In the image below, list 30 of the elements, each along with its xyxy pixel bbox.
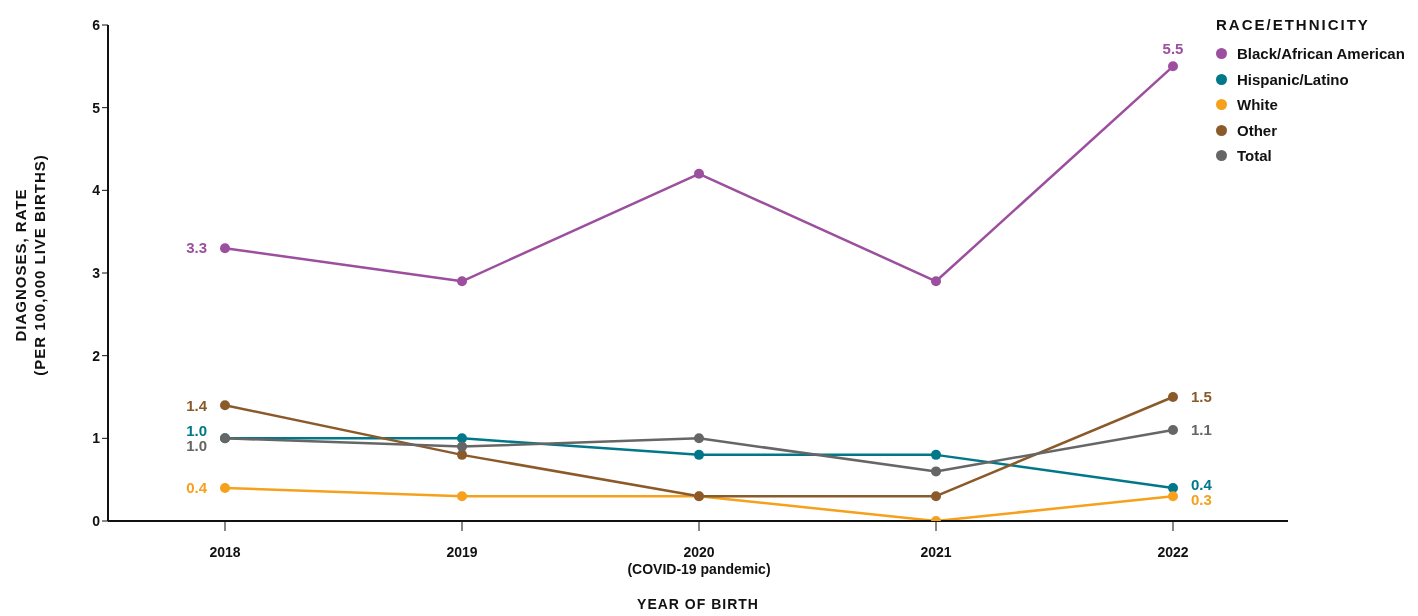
y-tick-label: 5: [92, 99, 101, 116]
x-tick-label: 2020 (COVID-19 pandemic): [627, 543, 771, 577]
data-label: 1.5: [1191, 388, 1212, 406]
y-tick-label: 6: [92, 16, 101, 33]
y-tick-label: 4: [92, 182, 101, 199]
data-label: 1.0: [186, 422, 207, 440]
legend-label: Hispanic/Latino: [1236, 69, 1350, 90]
y-axis-title: DIAGNOSES, RATE (PER 100,000 LIVE BIRTHS): [11, 153, 49, 376]
data-label: 1.4: [186, 396, 208, 414]
data-label: 0.4: [1191, 475, 1213, 493]
y-tick-label: 0: [92, 512, 101, 529]
legend-label: Other: [1236, 120, 1278, 141]
data-label: 5.5: [1162, 40, 1184, 58]
legend-label: Black/African American: [1236, 44, 1405, 65]
x-tick-label: 2018: [209, 543, 241, 560]
data-label: 3.3: [186, 239, 207, 257]
x-tick-label: 2021: [920, 543, 952, 560]
y-tick-label: 2: [92, 347, 101, 364]
x-tick-label: 2022: [1157, 543, 1189, 560]
y-tick-label: 1: [92, 430, 101, 447]
data-label: 0.4: [186, 479, 208, 497]
data-label: 1.0: [186, 437, 207, 455]
y-tick-label: 3: [92, 264, 101, 281]
data-label: 0.3: [1191, 490, 1212, 508]
legend-label: Total: [1236, 146, 1273, 167]
legend-title: RACE/ETHNICITY: [1216, 16, 1371, 33]
data-label: 1.1: [1191, 421, 1212, 439]
legend-label: White: [1236, 95, 1279, 116]
x-axis-title: YEAR OF BIRTH: [637, 596, 759, 612]
x-tick-label: 2019: [446, 543, 478, 560]
